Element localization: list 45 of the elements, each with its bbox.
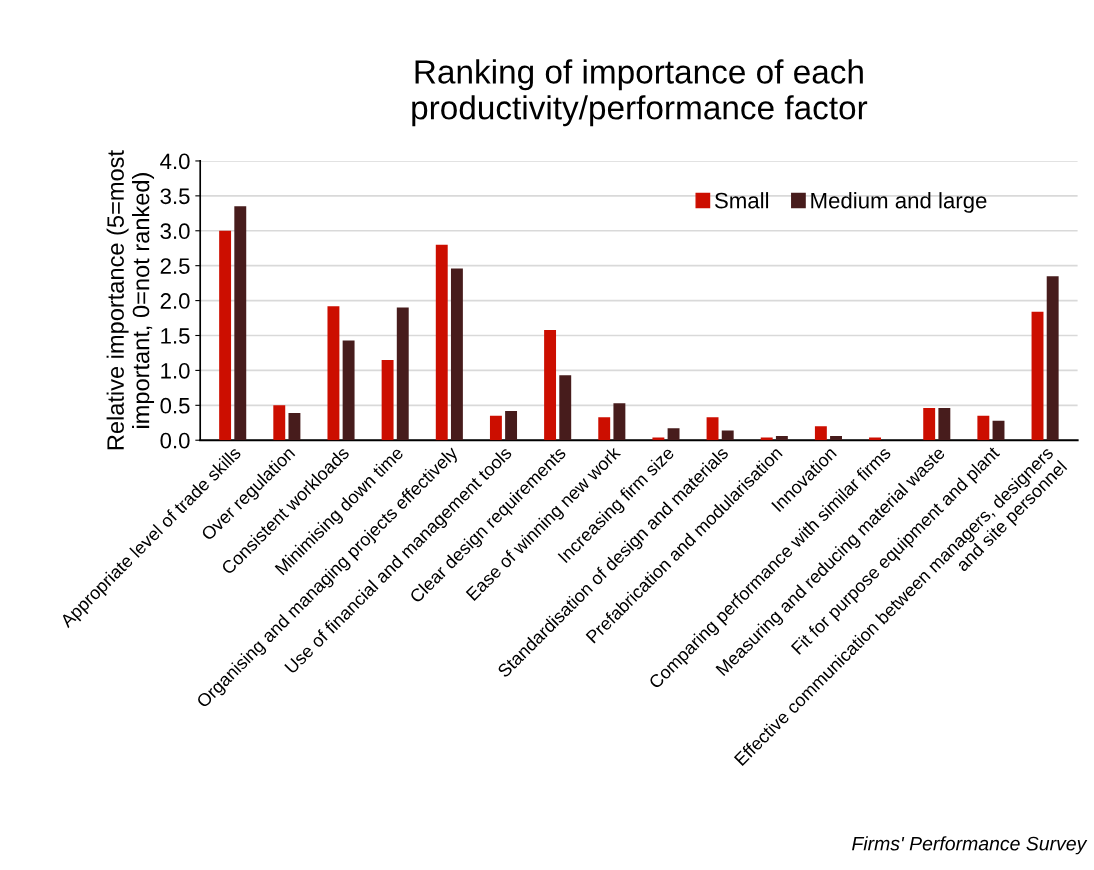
bar: [869, 437, 881, 441]
y-tick-label: 1.5: [161, 328, 190, 344]
bar: [760, 437, 773, 441]
text: Firms' Performance Survey: [852, 836, 1088, 855]
y-tick-label: 3.0: [160, 223, 190, 240]
bar: [977, 415, 990, 441]
bar: [544, 329, 557, 441]
bar: [505, 410, 518, 441]
bar: [435, 244, 448, 441]
bar: [1046, 276, 1059, 441]
y-tick-label: 0.0: [160, 432, 190, 449]
y-tick-label: 2.0: [160, 293, 190, 309]
bar: [489, 415, 502, 441]
bar: [342, 340, 355, 441]
bar: [598, 417, 611, 441]
bar: [992, 420, 1005, 441]
y-tick-label: 2.5: [160, 258, 190, 274]
y-tick-label: 0.5: [160, 397, 190, 414]
bar: [381, 359, 394, 441]
bar: [559, 375, 572, 441]
chart-title: Ranking of importance of each productivity/performance factor: [412, 59, 868, 127]
y-tick-label: 4.0: [160, 153, 190, 170]
bar: [721, 430, 734, 441]
bar: [288, 412, 301, 441]
bar: [830, 436, 842, 441]
bar: [1031, 311, 1044, 441]
bar: [396, 307, 409, 441]
bar: [234, 206, 247, 441]
bar: [814, 426, 827, 441]
bar: [706, 417, 719, 441]
bar: [938, 408, 951, 441]
legend-label: Medium and large: [811, 192, 987, 213]
bar: [667, 428, 680, 441]
bar: [652, 437, 665, 441]
bar: [923, 408, 936, 441]
bar: [775, 436, 788, 441]
y-tick-label: 1.0: [161, 362, 190, 379]
bar: [327, 306, 340, 441]
bar: [273, 405, 286, 441]
legend-label: Small: [714, 192, 769, 209]
bar: [613, 403, 626, 441]
y-axis-title: Relative importance (5=most important, 0=not ranked): [106, 150, 155, 450]
y-tick-label: 3.5: [160, 188, 190, 205]
bar: [450, 268, 463, 441]
bar: [219, 230, 232, 441]
